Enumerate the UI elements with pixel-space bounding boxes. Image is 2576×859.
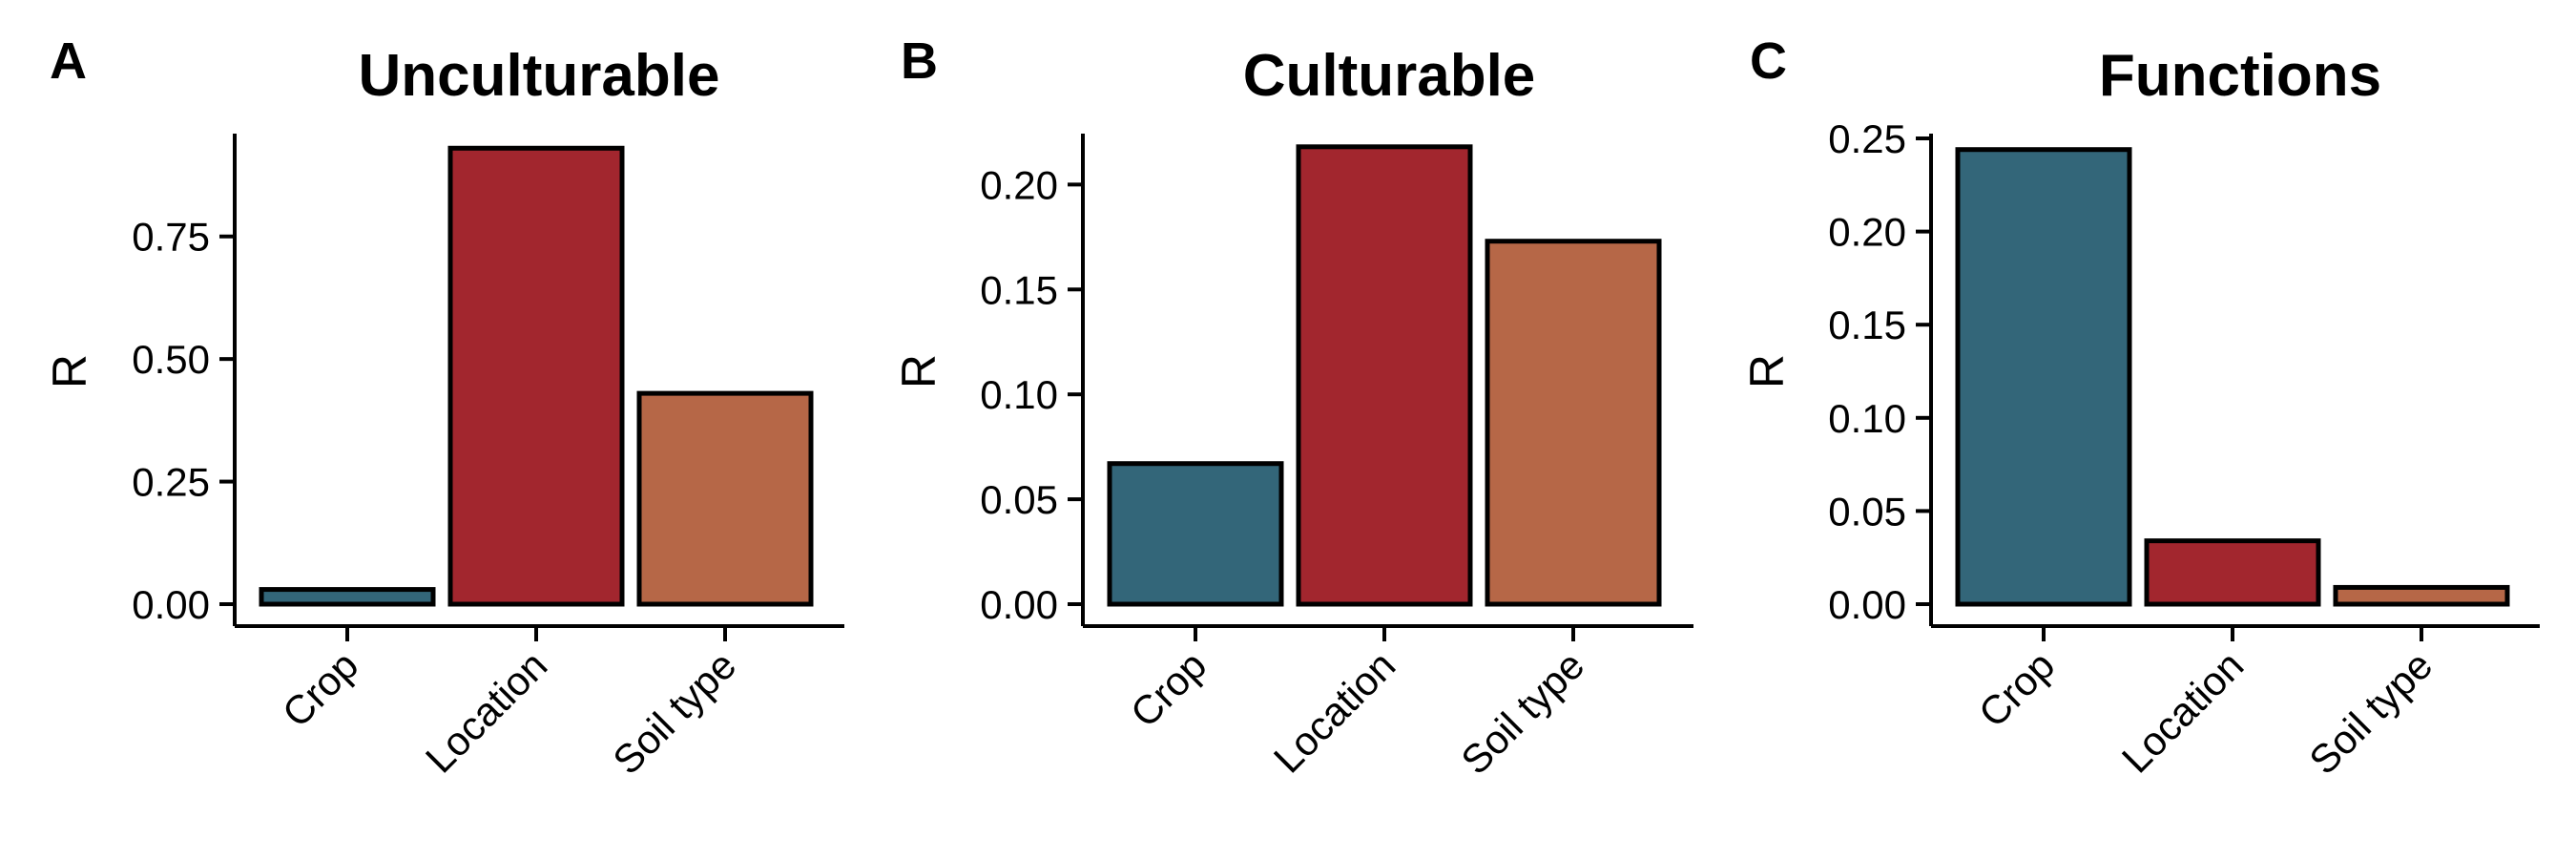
panel-b-bar-location <box>1296 144 1473 607</box>
panel-c-plot: 0.00 0.05 0.10 0.15 0.20 0.25 R Crop Location Soi… <box>1740 116 2540 783</box>
panel-c-y-tick-label: 0.15 <box>1828 303 1906 347</box>
panel-a-x-tick-label: Crop <box>274 642 367 736</box>
panel-a-bar-location <box>447 145 625 607</box>
panel-b-title: Culturable <box>1243 43 1536 109</box>
panel-c-bar-soil-type <box>2333 584 2510 607</box>
panel-c-y-tick-label: 0.00 <box>1828 582 1906 627</box>
panel-c-x-tick-label: Location <box>2113 642 2253 782</box>
panel-b-y-tick-label: 0.05 <box>980 477 1058 522</box>
panel-a: A Unculturable 0.00 0.25 0.50 0.75 R Crop Loca… <box>43 32 844 783</box>
panel-c-y-axis-label: R <box>1740 354 1794 388</box>
panel-b-plot: 0.00 0.05 0.10 0.15 0.20 R Crop Location Soil ty… <box>892 134 1693 783</box>
panel-c-x-tick-label: Crop <box>1970 642 2064 736</box>
panel-a-title: Unculturable <box>359 43 720 109</box>
panel-c-x-tick-label: Soil type <box>2300 642 2441 783</box>
panel-a-x-tick-label: Location <box>417 642 556 782</box>
panel-c-y-tick-label: 0.05 <box>1828 489 1906 534</box>
panel-a-letter: A <box>50 32 87 90</box>
panel-b-y-tick-label: 0.20 <box>980 162 1058 207</box>
panel-b-bar-crop <box>1107 461 1284 607</box>
panel-a-y-axis-label: R <box>43 354 96 388</box>
panel-b-y-tick-label: 0.10 <box>980 372 1058 417</box>
panel-b-x-tick-label: Location <box>1265 642 1404 782</box>
panel-b-y-tick-label: 0.15 <box>980 267 1058 312</box>
panel-c: C Functions 0.00 0.05 0.10 0.15 0.20 0.25 R Cro… <box>1740 32 2540 783</box>
panel-a-y-tick-label: 0.25 <box>132 460 210 505</box>
panel-c-y-tick-label: 0.10 <box>1828 396 1906 441</box>
panel-b-x-tick-label: Soil type <box>1452 642 1592 783</box>
panel-a-bar-soil-type <box>636 390 814 607</box>
panel-c-y-tick-label: 0.20 <box>1828 210 1906 255</box>
panel-c-bar-crop <box>1955 147 2132 607</box>
panel-b-y-tick-label: 0.00 <box>980 582 1058 627</box>
panel-a-x-tick-label: Soil type <box>604 642 744 783</box>
panel-c-bar-location <box>2144 538 2321 607</box>
panel-c-title: Functions <box>2099 43 2381 109</box>
panel-b-bar-soil-type <box>1485 239 1662 607</box>
panel-a-y-tick-label: 0.75 <box>132 215 210 260</box>
panel-b: B Culturable 0.00 0.05 0.10 0.15 0.20 R Crop Lo… <box>892 32 1693 783</box>
panel-b-y-axis-label: R <box>892 354 945 388</box>
panel-c-letter: C <box>1750 32 1787 90</box>
panel-a-y-tick-label: 0.50 <box>132 337 210 382</box>
panel-c-y-tick-label: 0.25 <box>1828 116 1906 161</box>
panel-b-x-tick-label: Crop <box>1122 642 1215 736</box>
panel-a-bar-crop <box>259 587 436 607</box>
panel-b-letter: B <box>901 32 938 90</box>
panel-a-y-tick-label: 0.00 <box>132 582 210 627</box>
panel-a-plot: 0.00 0.25 0.50 0.75 R Crop Location Soil type <box>43 134 844 783</box>
